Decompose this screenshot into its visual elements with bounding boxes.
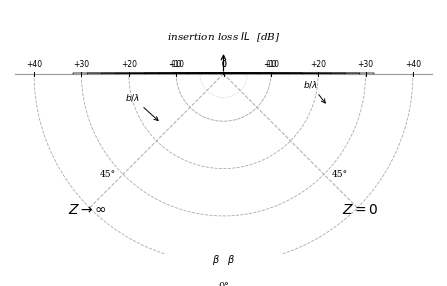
Text: $\beta$: $\beta$ <box>212 253 220 267</box>
Text: +40: +40 <box>405 60 421 69</box>
Text: $b/\lambda$: $b/\lambda$ <box>303 79 325 103</box>
Text: +40: +40 <box>26 60 42 69</box>
Text: $\beta$: $\beta$ <box>227 253 235 267</box>
Text: $Z=0$: $Z=0$ <box>342 203 378 217</box>
Text: 45°: 45° <box>99 170 115 179</box>
Text: 45°: 45° <box>332 170 348 179</box>
Text: +20: +20 <box>121 60 137 69</box>
Text: $Z\rightarrow\infty$: $Z\rightarrow\infty$ <box>67 203 106 217</box>
Text: +20: +20 <box>310 60 326 69</box>
Text: 0: 0 <box>221 60 226 69</box>
Text: +30: +30 <box>358 60 374 69</box>
Text: +10: +10 <box>263 60 279 69</box>
Text: $b/\lambda$: $b/\lambda$ <box>125 92 158 120</box>
Text: -10: -10 <box>170 60 182 69</box>
Text: 0: 0 <box>221 60 226 69</box>
Text: -10: -10 <box>265 60 277 69</box>
Text: insertion loss $IL$  [dB]: insertion loss $IL$ [dB] <box>167 30 280 43</box>
Text: +10: +10 <box>168 60 184 69</box>
Text: 0°: 0° <box>218 282 229 286</box>
Text: +30: +30 <box>73 60 89 69</box>
